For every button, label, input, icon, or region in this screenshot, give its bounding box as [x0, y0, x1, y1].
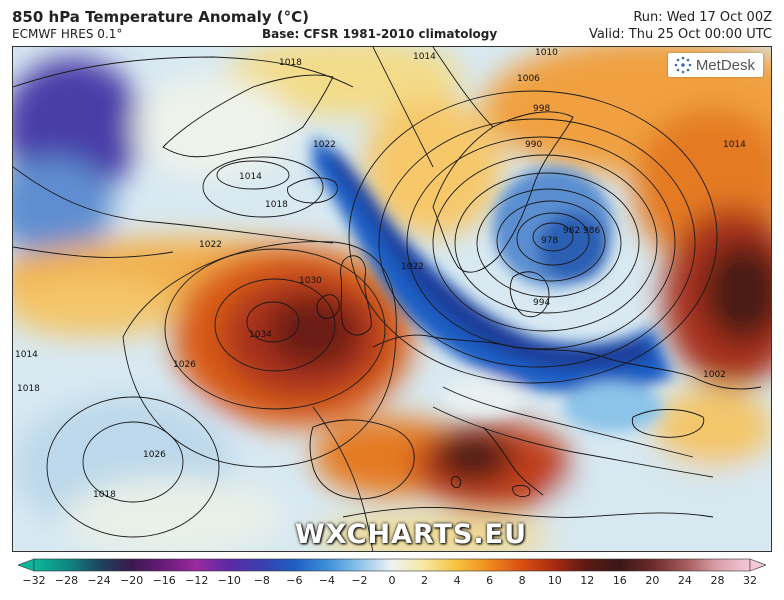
valid-time: Valid: Thu 25 Oct 00:00 UTC: [588, 27, 772, 42]
isobar-label: 1034: [249, 330, 272, 340]
isobar-labels: 1010 1006 998 990 986 982 978 994 1014 1…: [15, 48, 746, 500]
colorbar-tick-label: −28: [54, 574, 79, 587]
metdesk-logo-text: MetDesk: [695, 56, 755, 74]
isobar-label: 1030: [299, 276, 322, 286]
metdesk-logo: MetDesk: [667, 53, 763, 77]
chart-title: 850 hPa Temperature Anomaly (°C): [12, 8, 309, 26]
isobar-label: 1014: [239, 172, 262, 182]
colorbar-tick-label: 10: [547, 574, 562, 587]
isobar-label: 1010: [535, 48, 558, 58]
colorbar-tick-label: −20: [120, 574, 144, 587]
chart-header: 850 hPa Temperature Anomaly (°C) ECMWF H…: [0, 0, 784, 46]
run-time: Run: Wed 17 Oct 00Z: [633, 10, 772, 25]
isobar-label: 1018: [279, 58, 302, 68]
colorbar-arrow-left: [17, 558, 35, 572]
colorbar-tick-label: 12: [580, 574, 595, 587]
colorbar-tick-label: 6: [486, 574, 494, 587]
colorbar-tick-label: 16: [612, 574, 627, 587]
colorbar-tick-label: −12: [185, 574, 209, 587]
isobar-label: 994: [533, 298, 550, 308]
isobar-label: 978: [541, 236, 558, 246]
colorbar-tick-label: −16: [152, 574, 176, 587]
isobar-label: 990: [525, 140, 542, 150]
colorbar-tick-label: 0: [388, 574, 396, 587]
isobar-label: 1014: [723, 140, 746, 150]
colorbar-tick-label: −10: [217, 574, 241, 587]
isobar-label: 1014: [413, 52, 436, 62]
isobar-label: 1018: [265, 200, 288, 210]
colorbar-tick-label: −2: [351, 574, 368, 587]
coastlines: [162, 74, 762, 518]
isobar-label: 1022: [313, 140, 336, 150]
colorbar-arrow-right: [749, 558, 767, 572]
colorbar: −32 −28 −24 −20 −16 −12 −10 −8 −6 −4 −2 0 2 4 6 8 10 12 16…: [17, 558, 767, 596]
isobar-label: 1026: [173, 360, 196, 370]
isobar-label: 982: [563, 226, 580, 236]
colorbar-tick-label: 28: [710, 574, 725, 587]
colorbar-tick-label: 32: [743, 574, 757, 587]
colorbar-tick-label: −24: [87, 574, 111, 587]
isobar-label: 1006: [517, 74, 540, 84]
wxcharts-watermark: WXCHARTS.EU: [295, 519, 528, 550]
colorbar-tick-label: 20: [645, 574, 660, 587]
isobar-label: 1026: [143, 450, 166, 460]
colorbar-tick-label: 24: [677, 574, 692, 587]
isobar-label: 998: [533, 104, 550, 114]
isobars: [13, 47, 718, 551]
map-panel: 1010 1006 998 990 986 982 978 994 1014 1…: [12, 46, 772, 552]
isobar-label: 1018: [17, 384, 40, 394]
colorbar-tick-label: −32: [22, 574, 46, 587]
colorbar-tick-label: 4: [453, 574, 461, 587]
colorbar-bar: [33, 558, 751, 572]
isobar-label: 1014: [15, 350, 38, 360]
colorbar-tick-label: −4: [318, 574, 336, 587]
isobar-label: 1002: [703, 370, 726, 380]
isobar-label: 986: [583, 226, 600, 236]
colorbar-strip: [17, 558, 767, 572]
isobar-label: 1022: [401, 262, 424, 272]
metdesk-logo-icon: [674, 56, 692, 74]
base-climatology-label: Base: CFSR 1981-2010 climatology: [262, 27, 498, 41]
model-label: ECMWF HRES 0.1°: [12, 27, 123, 41]
isobar-label: 1022: [199, 240, 222, 250]
anomaly-map: 1010 1006 998 990 986 982 978 994 1014 1…: [13, 47, 771, 551]
colorbar-tick-label: −8: [253, 574, 270, 587]
colorbar-tick-label: −6: [286, 574, 303, 587]
colorbar-tick-label: 2: [421, 574, 429, 587]
colorbar-tick-label: 8: [518, 574, 526, 587]
isobar-label: 1018: [93, 490, 116, 500]
